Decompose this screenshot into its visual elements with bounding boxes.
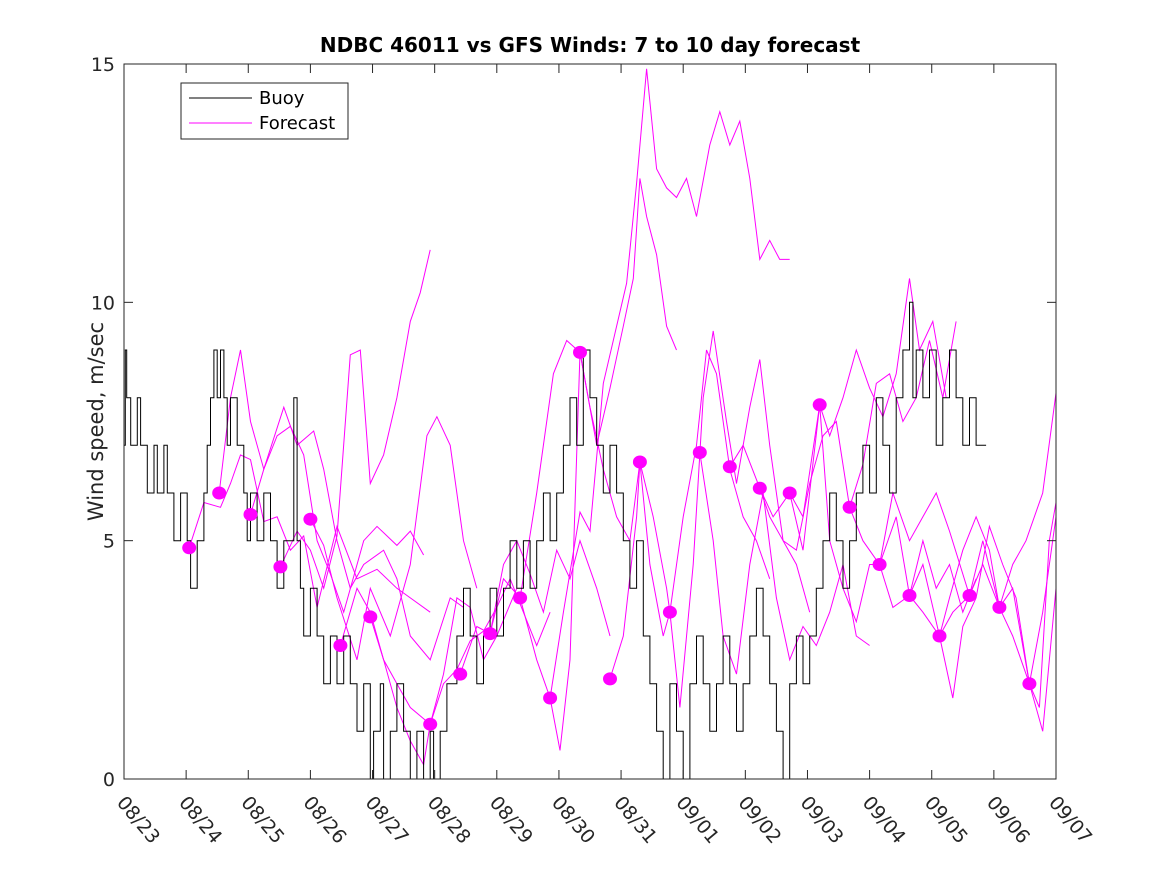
y-tick-label: 15 — [91, 54, 115, 76]
forecast-point — [182, 541, 197, 555]
forecast-run-line — [250, 405, 464, 661]
forecast-point — [812, 398, 827, 412]
forecast-run-line — [729, 321, 957, 552]
forecast-point — [212, 486, 227, 500]
forecast-run-line — [309, 415, 478, 660]
forecast-point — [722, 460, 737, 474]
buoy-line-group — [124, 301, 987, 780]
forecast-point — [303, 512, 318, 526]
y-axis-label: Wind speed, m/sec — [84, 322, 108, 521]
forecast-point — [752, 481, 767, 495]
forecast-run-line — [849, 507, 1057, 732]
forecast-point — [453, 667, 468, 681]
axes-box — [123, 63, 1057, 780]
plot-area — [124, 64, 1056, 779]
legend-label-forecast: Forecast — [259, 113, 335, 134]
y-tick-label: 10 — [91, 292, 115, 314]
forecast-point — [603, 672, 617, 686]
forecast-run-line — [218, 349, 425, 614]
forecast-point — [632, 455, 647, 469]
forecast-point — [782, 486, 797, 500]
forecast-run-line — [609, 349, 771, 680]
forecast-point — [962, 589, 977, 602]
forecast-point — [932, 629, 947, 643]
forecast-point — [872, 558, 887, 571]
legend-label-buoy: Buoy — [259, 88, 305, 109]
forecast-point — [1022, 677, 1037, 691]
forecast-markers — [182, 345, 1037, 731]
buoy-line — [124, 301, 987, 780]
y-tick-label: 5 — [103, 531, 115, 553]
forecast-run-line — [699, 452, 870, 675]
forecast-run-line — [759, 278, 947, 551]
forecast-point — [333, 639, 348, 652]
forecast-run-line — [549, 68, 790, 699]
forecast-run-line — [909, 515, 1057, 686]
axes — [123, 63, 1057, 780]
forecast-point — [902, 589, 917, 602]
forecast-point — [662, 605, 677, 619]
forecast-point — [692, 446, 707, 459]
forecast-point — [483, 627, 498, 641]
forecast-point — [363, 610, 378, 624]
forecast-point — [543, 691, 558, 705]
legend-box — [180, 82, 349, 140]
forecast-point — [992, 600, 1007, 614]
forecast-run-line — [188, 454, 431, 613]
forecast-point — [842, 500, 857, 514]
legend: Buoy Forecast — [180, 82, 349, 140]
forecast-run-line — [279, 249, 431, 591]
forecast-point — [273, 560, 288, 574]
forecast-run-line — [519, 178, 677, 598]
chart-title: NDBC 46011 vs GFS Winds: 7 to 10 day for… — [320, 33, 861, 57]
forecast-run-line — [639, 330, 811, 708]
y-tick-label: 0 — [103, 769, 115, 791]
forecast-point — [423, 717, 438, 731]
forecast-point — [243, 508, 258, 521]
forecast-point — [573, 345, 587, 359]
forecast-point — [513, 591, 528, 605]
forecast-run-line — [939, 502, 1057, 708]
